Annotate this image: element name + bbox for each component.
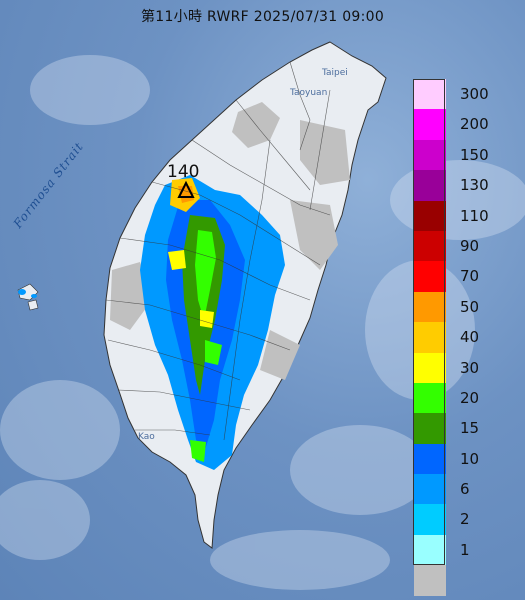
legend-label: 2	[460, 510, 470, 529]
legend-label: 110	[460, 206, 489, 225]
legend-swatch	[414, 79, 446, 110]
max-rainfall-triangle-icon	[177, 180, 195, 198]
map-title: 第11小時 RWRF 2025/07/31 09:00	[140, 9, 385, 25]
legend-swatch	[414, 109, 446, 140]
legend-label: 40	[460, 328, 480, 347]
legend-label: 20	[460, 388, 480, 407]
legend-row: 200	[412, 109, 512, 140]
legend-row: 30	[412, 352, 512, 383]
legend-label: 90	[460, 236, 480, 255]
legend-label: 70	[460, 267, 480, 286]
legend-row: 300	[412, 79, 512, 110]
legend-row: 50	[412, 291, 512, 323]
legend-label: 300	[460, 85, 489, 103]
legend-row: 150	[412, 139, 512, 171]
legend-row: 2	[412, 504, 512, 535]
legend-swatch	[414, 382, 446, 414]
legend-swatch	[414, 474, 446, 505]
city-label-taoyuan: Taoyuan	[290, 88, 328, 98]
legend-swatch	[414, 534, 446, 566]
legend-row: 40	[412, 322, 512, 353]
legend-label: 15	[460, 419, 480, 438]
legend-swatch	[414, 230, 446, 262]
legend-label: 30	[460, 358, 480, 377]
max-rainfall-value: 140	[167, 162, 200, 182]
legend-swatch	[414, 565, 446, 596]
legend-row	[412, 565, 512, 596]
legend-swatch	[414, 200, 446, 231]
legend-swatch	[414, 170, 446, 201]
legend-row: 70	[412, 261, 512, 292]
legend-label: 50	[460, 297, 480, 316]
legend-swatch	[414, 504, 446, 535]
legend-label: 150	[460, 145, 489, 164]
legend-swatch	[414, 443, 446, 475]
city-label-taipei: Taipei	[322, 68, 348, 78]
legend-label: 10	[460, 449, 480, 468]
island-rain	[18, 289, 37, 298]
boundary-lines	[105, 61, 331, 441]
legend-row: 130	[412, 170, 512, 201]
legend-label: 6	[460, 480, 470, 499]
legend-row: 110	[412, 200, 512, 231]
rainfall-legend: 300 200 150 130 110 90 70 50 40 30 20 15 10 6 2 1	[412, 79, 512, 596]
legend-swatch	[414, 352, 446, 383]
legend-swatch	[414, 261, 446, 292]
cloud-texture	[0, 55, 525, 590]
legend-row: 10	[412, 443, 512, 475]
legend-row: 15	[412, 413, 512, 444]
legend-swatch	[414, 322, 446, 353]
legend-row: 90	[412, 230, 512, 262]
legend-swatch	[414, 139, 446, 171]
legend-label: 130	[460, 176, 489, 195]
legend-swatch	[414, 291, 446, 323]
legend-row: 1	[412, 534, 512, 566]
legend-label: 1	[460, 540, 470, 559]
legend-label: 200	[460, 115, 489, 134]
legend-row: 20	[412, 382, 512, 414]
legend-row: 6	[412, 474, 512, 505]
city-label-kao: Kao	[138, 432, 155, 442]
legend-swatch	[414, 413, 446, 444]
